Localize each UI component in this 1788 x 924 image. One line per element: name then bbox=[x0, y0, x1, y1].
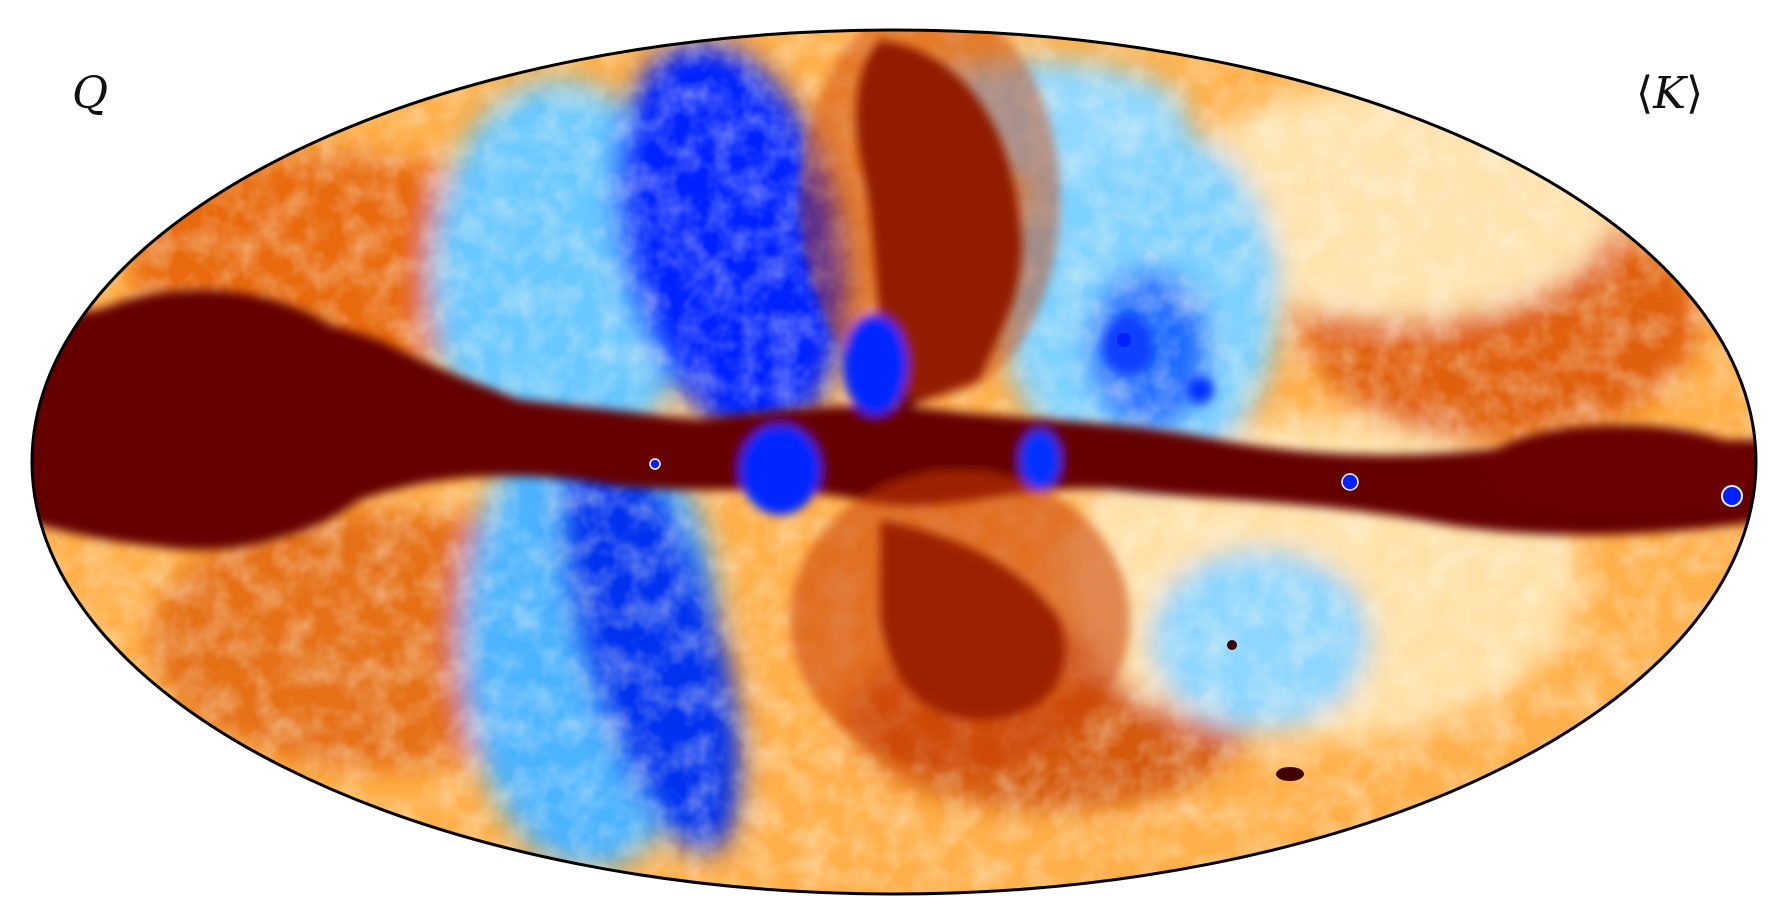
map-outline bbox=[30, 28, 1758, 896]
band-label-symbol: K bbox=[1653, 68, 1687, 119]
band-label-close: ⟩ bbox=[1686, 68, 1704, 119]
frequency-band-label: ⟨K⟩ bbox=[1636, 72, 1703, 116]
map-structures bbox=[32, 30, 1756, 770]
stokes-parameter-label: Q bbox=[72, 68, 109, 119]
band-label-open: ⟨ bbox=[1636, 68, 1654, 119]
map-point-sources bbox=[649, 333, 1743, 781]
